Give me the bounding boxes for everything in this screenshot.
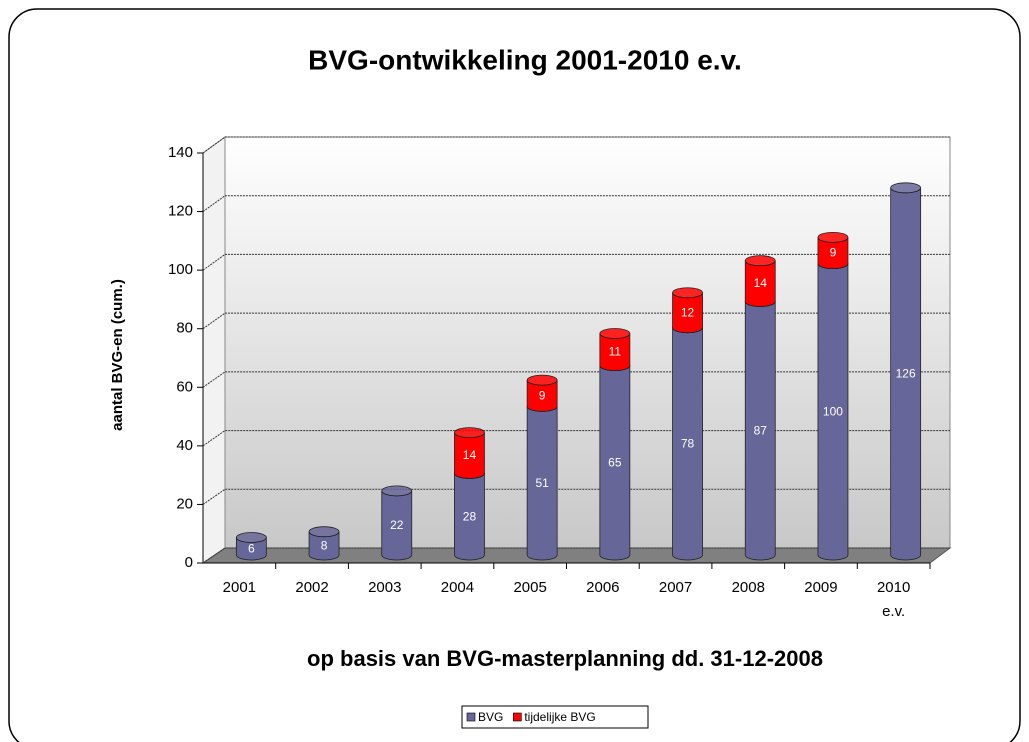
x-tick-label: 2001 (222, 579, 257, 596)
chart-title: BVG-ontwikkeling 2001-2010 e.v. (308, 44, 742, 75)
legend-label: BVG (478, 710, 503, 724)
grid-line (202, 312, 950, 330)
x-tick-label: 2003 (368, 579, 402, 596)
y-tick-label: 120 (168, 203, 193, 220)
grid-line (202, 371, 950, 388)
x-tick-label: 2006 (586, 579, 620, 596)
bar-cap (308, 526, 340, 538)
data-label: 12 (681, 305, 695, 319)
bar-cap (381, 485, 413, 497)
y-axis-label: aantal BVG-en (cum.) (109, 279, 126, 431)
bar-cap (454, 427, 485, 439)
side-wall (202, 136, 226, 564)
x-tick-label: 2002 (295, 579, 329, 596)
data-label: 6 (248, 541, 255, 555)
legend-label: tijdelijke BVG (524, 710, 595, 724)
data-label: 9 (830, 246, 837, 260)
x-tick-label: 2005 (513, 579, 547, 596)
legend-swatch (466, 712, 476, 722)
x-tick-label: 2007 (658, 579, 693, 596)
data-label: 8 (321, 539, 328, 553)
y-tick-label: 100 (168, 261, 193, 278)
data-label: 126 (896, 367, 916, 381)
data-label: 9 (539, 388, 546, 402)
y-tick-label: 0 (185, 554, 193, 571)
bar-cap (817, 231, 849, 243)
bar-cap (526, 374, 558, 386)
y-tick-label: 80 (176, 320, 193, 337)
x-tick-label: 2004 (440, 579, 475, 596)
legend-swatch (513, 712, 522, 722)
data-label: 14 (754, 276, 768, 290)
grid-line (202, 136, 950, 154)
bar-cap (235, 532, 267, 543)
x-tick-label: 2008 (731, 579, 765, 596)
data-label: 65 (608, 455, 622, 469)
bar-cap (744, 255, 776, 267)
y-tick-label: 60 (176, 378, 193, 395)
bar-cap (890, 182, 922, 194)
data-label: 87 (754, 423, 768, 437)
data-label: 100 (823, 404, 843, 418)
y-tick-label: 40 (176, 437, 193, 454)
data-label: 51 (535, 476, 549, 490)
data-label: 22 (390, 518, 404, 532)
y-tick-label: 140 (168, 144, 193, 161)
grid-line (202, 430, 950, 447)
grid-line (202, 253, 950, 271)
bar-cap (599, 328, 631, 339)
subtitle: op basis van BVG-masterplanning dd. 31-1… (307, 646, 823, 671)
data-label: 78 (681, 437, 695, 451)
y-tick-label: 20 (176, 495, 193, 512)
data-label: 14 (463, 448, 477, 462)
legend-box (461, 705, 649, 729)
data-label: 11 (609, 345, 622, 359)
grid-line (202, 488, 950, 505)
x-tick-label: 2009 (804, 579, 838, 596)
bar-cap (672, 287, 703, 299)
data-label: 28 (463, 509, 477, 523)
grid-line (202, 195, 950, 212)
x-tick-label: 2010 e.v. (876, 579, 911, 620)
